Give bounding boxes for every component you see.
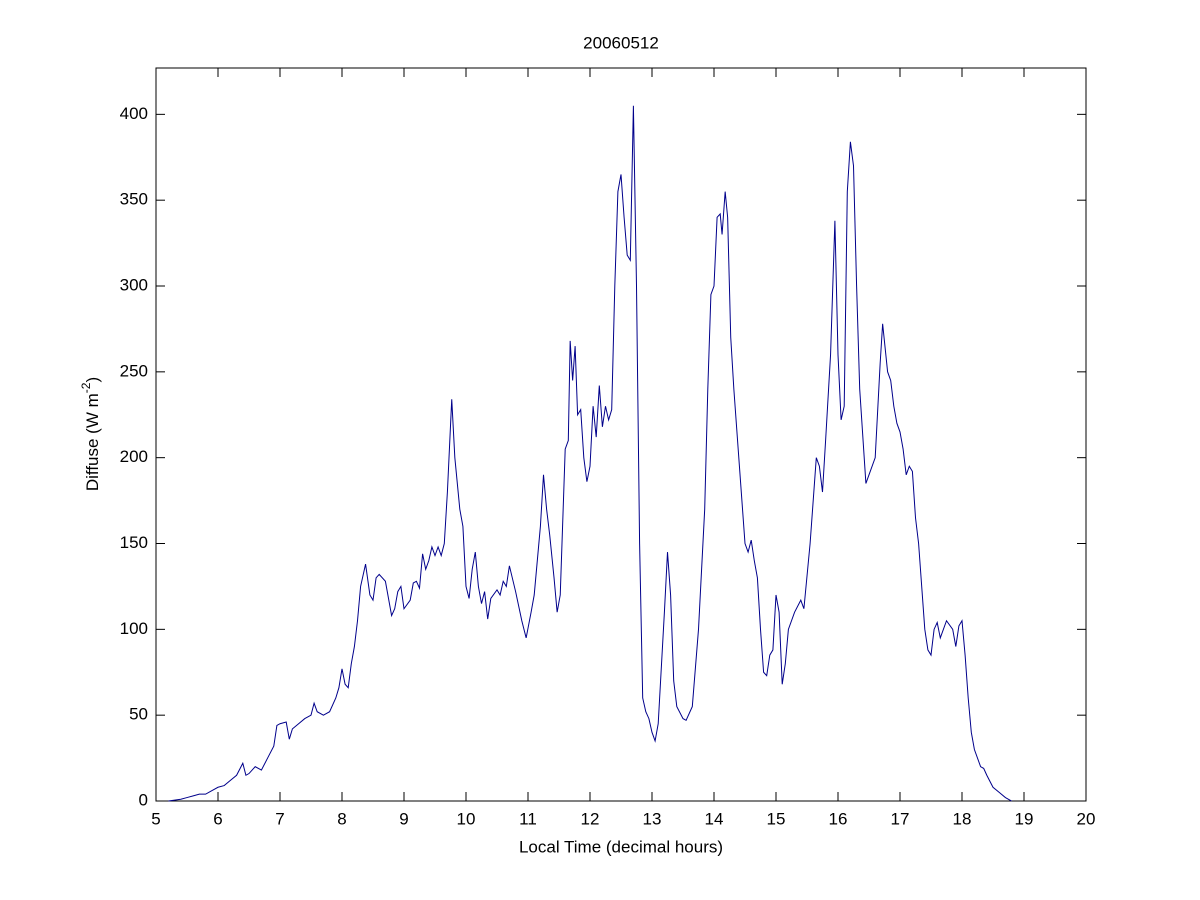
x-tick-label: 10 (457, 809, 476, 828)
x-tick-label: 11 (519, 809, 537, 828)
x-tick-label: 15 (767, 809, 786, 828)
y-tick-label: 250 (120, 361, 148, 380)
x-tick-label: 13 (643, 809, 662, 828)
x-tick-label: 16 (829, 809, 848, 828)
y-tick-label: 300 (120, 275, 148, 294)
y-tick-label: 200 (120, 447, 148, 466)
y-axis-label-end: ) (83, 377, 102, 383)
x-axis-label: Local Time (decimal hours) (519, 837, 723, 856)
x-tick-label: 7 (275, 809, 284, 828)
y-tick-label: 400 (120, 104, 148, 123)
x-tick-label: 8 (337, 809, 346, 828)
plot-area (155, 67, 1087, 802)
y-tick-label: 0 (139, 790, 148, 809)
x-tick-label: 19 (1015, 809, 1034, 828)
x-tick-label: 20 (1077, 809, 1096, 828)
chart-title: 20060512 (583, 33, 659, 52)
y-axis-label-main: Diffuse (W m (83, 393, 102, 491)
x-tick-label: 18 (953, 809, 972, 828)
x-tick-label: 12 (581, 809, 600, 828)
x-tick-label: 9 (399, 809, 408, 828)
y-tick-label: 50 (129, 705, 148, 724)
x-tick-label: 14 (705, 809, 724, 828)
y-tick-label: 350 (120, 190, 148, 209)
data-line (168, 105, 1012, 802)
x-tick-label: 6 (213, 809, 222, 828)
y-axis-label-sup: -2 (79, 382, 93, 393)
x-tick-label: 5 (151, 809, 160, 828)
y-tick-label: 100 (120, 619, 148, 638)
y-axis-label: Diffuse (W m-2) (79, 377, 102, 491)
y-tick-label: 150 (120, 533, 148, 552)
x-tick-label: 17 (891, 809, 910, 828)
